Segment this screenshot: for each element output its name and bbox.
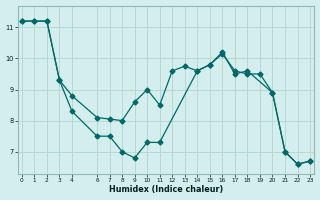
X-axis label: Humidex (Indice chaleur): Humidex (Indice chaleur) bbox=[109, 185, 223, 194]
